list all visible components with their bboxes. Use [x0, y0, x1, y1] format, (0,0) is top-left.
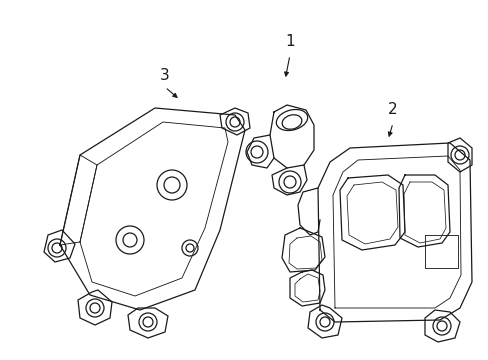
Text: 3: 3 — [160, 68, 169, 82]
Text: 2: 2 — [387, 103, 397, 117]
Text: 1: 1 — [285, 35, 294, 49]
